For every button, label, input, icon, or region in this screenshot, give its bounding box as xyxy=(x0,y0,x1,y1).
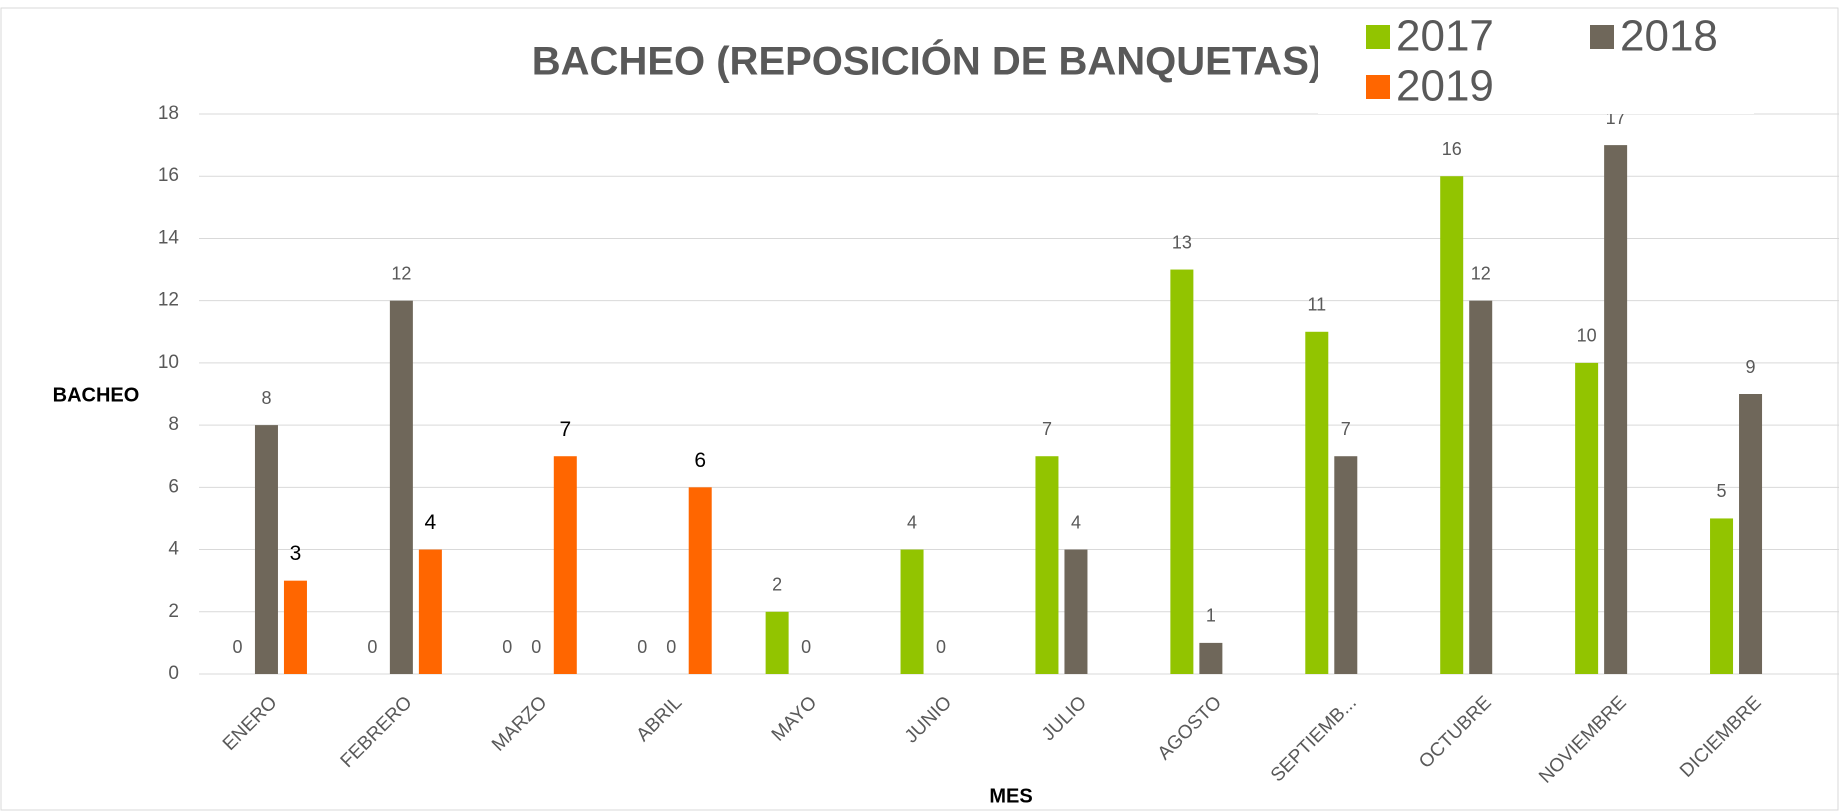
data-label: 3 xyxy=(290,542,302,565)
chart-border xyxy=(0,7,1839,811)
data-label: 0 xyxy=(502,637,512,657)
data-label: 9 xyxy=(1746,357,1756,377)
bar xyxy=(254,425,278,674)
data-label: 4 xyxy=(1071,512,1081,532)
bar xyxy=(283,580,307,674)
data-label: 0 xyxy=(232,637,242,657)
data-label: 8 xyxy=(261,388,271,408)
bar xyxy=(1739,394,1763,674)
bar xyxy=(1035,456,1059,674)
bar xyxy=(1305,331,1329,674)
data-label: 0 xyxy=(666,637,676,657)
bar xyxy=(553,456,577,674)
legend-swatch xyxy=(1366,25,1390,49)
y-tick-label: 2 xyxy=(168,601,179,622)
data-label: 2 xyxy=(772,575,782,595)
y-tick-label: 6 xyxy=(168,476,179,497)
bar xyxy=(1199,642,1223,674)
bar xyxy=(1469,300,1493,674)
chart-title: BACHEO (REPOSICIÓN DE BANQUETAS) xyxy=(532,38,1322,84)
data-label: 5 xyxy=(1717,481,1727,501)
legend-swatch xyxy=(1590,25,1614,49)
data-label: 0 xyxy=(801,637,811,657)
y-tick-label: 8 xyxy=(168,414,179,435)
bar xyxy=(418,549,442,674)
y-tick-label: 0 xyxy=(168,663,179,684)
data-label: 0 xyxy=(531,637,541,657)
bar xyxy=(389,300,413,674)
bar xyxy=(765,611,789,674)
y-axis-label: BACHEO xyxy=(53,384,140,406)
bar xyxy=(1064,549,1088,674)
legend-label: 2019 xyxy=(1396,62,1494,111)
data-label: 16 xyxy=(1442,139,1462,159)
data-label: 7 xyxy=(559,418,571,441)
data-label: 7 xyxy=(1341,419,1351,439)
y-tick-label: 4 xyxy=(168,539,179,560)
y-tick-label: 18 xyxy=(158,103,179,124)
y-tick-label: 12 xyxy=(158,290,179,311)
data-label: 0 xyxy=(367,637,377,657)
data-label: 0 xyxy=(637,637,647,657)
data-label: 7 xyxy=(1042,419,1052,439)
data-label: 0 xyxy=(936,637,946,657)
bar xyxy=(1710,518,1734,674)
bar xyxy=(1575,362,1599,674)
legend-background xyxy=(1318,10,1754,114)
data-label: 10 xyxy=(1577,326,1597,346)
data-label: 12 xyxy=(391,263,411,283)
data-label: 12 xyxy=(1471,263,1491,283)
data-label: 6 xyxy=(694,449,706,472)
bar xyxy=(1440,176,1464,674)
y-tick-label: 14 xyxy=(158,227,180,248)
data-label: 11 xyxy=(1307,295,1326,315)
data-label: 13 xyxy=(1172,232,1192,252)
data-label: 4 xyxy=(425,511,437,534)
bar xyxy=(1604,145,1628,675)
bar xyxy=(688,487,712,674)
data-label: 4 xyxy=(907,512,917,532)
bar xyxy=(900,549,924,674)
bar xyxy=(1170,269,1194,674)
y-tick-label: 10 xyxy=(158,352,179,373)
legend-label: 2017 xyxy=(1396,12,1494,61)
x-axis-label: MES xyxy=(989,785,1032,807)
legend-swatch xyxy=(1366,75,1390,99)
y-tick-label: 16 xyxy=(158,165,179,186)
data-label: 1 xyxy=(1206,606,1216,626)
bar xyxy=(1334,456,1358,674)
legend-label: 2018 xyxy=(1620,12,1718,61)
